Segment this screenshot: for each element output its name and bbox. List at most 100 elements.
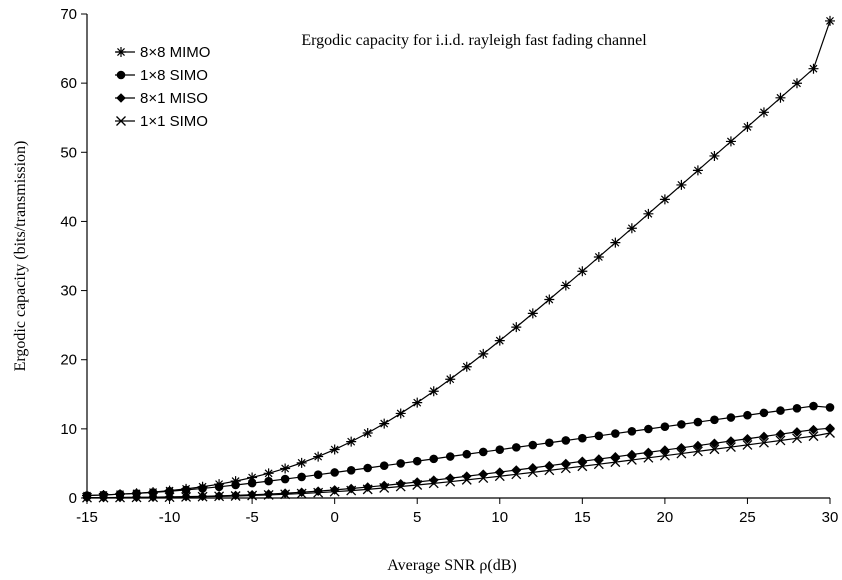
data-point-diamond [627, 449, 637, 460]
data-point-asterisk [791, 78, 802, 89]
data-point-x [230, 491, 241, 501]
data-point-asterisk [758, 107, 769, 118]
data-point-x [725, 442, 736, 453]
data-point-circle [363, 463, 372, 473]
x-tick-label: 20 [657, 509, 674, 526]
data-point-diamond [445, 473, 456, 484]
y-tick-label: 70 [60, 6, 77, 23]
data-point-circle [743, 410, 752, 420]
data-point-diamond [693, 440, 703, 451]
data-point-x [742, 439, 753, 450]
data-point-diamond [395, 478, 406, 489]
series-line-x [86, 432, 831, 499]
data-point-asterisk [808, 63, 819, 74]
data-point-circle [396, 459, 406, 468]
data-point-asterisk [412, 397, 423, 408]
data-point-diamond [594, 454, 604, 464]
data-point-circle [611, 429, 620, 438]
legend-label: 1×8 SIMO [140, 67, 208, 84]
data-point-asterisk [362, 428, 373, 439]
y-tick-label: 60 [60, 75, 77, 92]
data-point-asterisk [626, 223, 637, 234]
x-tick-label: -15 [76, 509, 98, 526]
data-point-diamond [759, 431, 769, 442]
data-point-diamond [726, 436, 736, 446]
data-point-circle [511, 443, 521, 452]
data-point-x [280, 489, 291, 500]
data-point-x [214, 491, 225, 502]
data-point-asterisk [494, 335, 505, 346]
data-point-circle [280, 474, 290, 484]
data-point-circle [726, 413, 736, 422]
series-diamond [82, 423, 835, 503]
data-point-x [478, 473, 489, 484]
chart-title: Ergodic capacity for i.i.d. rayleigh fas… [301, 32, 647, 49]
data-point-x [412, 480, 423, 490]
data-point-circle [462, 449, 472, 459]
data-point-x [148, 492, 159, 503]
data-point-x [610, 457, 621, 468]
data-point-asterisk [247, 472, 258, 483]
y-tick-label: 50 [60, 144, 77, 161]
series-line-asterisk [86, 20, 831, 497]
data-point-diamond [478, 469, 489, 480]
data-point-asterisk [527, 308, 538, 319]
legend-item: 1×1 SIMO [115, 113, 208, 130]
x-tick-label: -5 [245, 509, 258, 526]
data-point-x [181, 492, 192, 502]
x-tick-label: -10 [159, 509, 181, 526]
data-point-circle [660, 422, 670, 432]
data-point-circle [495, 445, 505, 454]
data-point-asterisk [313, 451, 324, 462]
axes-layer: -15 -10 -5 0 5 10 15 20 25 30 0 10 20 30 40 50 60 70 [60, 6, 838, 526]
data-point-circle [759, 408, 769, 418]
y-tick-label: 30 [60, 283, 77, 300]
data-point-diamond [825, 423, 835, 433]
data-point-asterisk [379, 418, 390, 429]
legend: 8×8 MIMO 1×8 SIMO 8×1 MISO 1×1 SIMO [115, 44, 210, 130]
data-point-diamond [428, 475, 439, 485]
data-point-diamond [742, 433, 753, 444]
data-point-circle [445, 452, 455, 461]
series-layer [82, 15, 835, 503]
data-point-asterisk [659, 194, 670, 205]
data-point-circle [346, 465, 356, 475]
data-point-x [395, 481, 406, 492]
data-point-x [676, 448, 687, 459]
data-point-asterisk [461, 361, 472, 372]
data-point-asterisk [775, 92, 786, 103]
y-tick-label: 20 [60, 352, 77, 369]
data-point-x [692, 446, 703, 457]
data-point-x [527, 467, 538, 478]
data-point-diamond [610, 452, 621, 462]
data-point-asterisk [643, 208, 654, 219]
x-tick-label: 25 [739, 509, 756, 526]
data-point-asterisk [280, 463, 291, 474]
data-point-asterisk [709, 150, 720, 161]
data-point-x [263, 489, 274, 500]
data-point-asterisk [676, 179, 687, 190]
data-point-circle [198, 484, 207, 493]
data-point-asterisk [329, 444, 340, 455]
series-line-circle [86, 405, 831, 497]
data-point-asterisk [395, 408, 406, 419]
data-point-diamond [528, 463, 538, 473]
y-tick-label: 40 [60, 213, 77, 230]
x-tick-label: 5 [413, 509, 421, 526]
data-point-circle [478, 447, 488, 457]
series-asterisk [82, 15, 835, 501]
y-axis-title: Ergodic capacity (bits/transmission) [12, 141, 29, 372]
data-point-diamond [280, 488, 290, 499]
data-point-x [626, 455, 637, 465]
legend-marker-diamond [116, 93, 126, 103]
data-point-circle [710, 415, 719, 425]
x-tick-label: 30 [822, 509, 839, 526]
legend-label: 1×1 SIMO [140, 113, 208, 130]
x-tick-label: 15 [574, 509, 591, 526]
data-point-x [164, 492, 175, 503]
data-point-asterisk [478, 348, 489, 359]
data-point-circle [545, 438, 554, 448]
data-point-circle [561, 436, 571, 445]
data-point-circle [627, 426, 637, 436]
